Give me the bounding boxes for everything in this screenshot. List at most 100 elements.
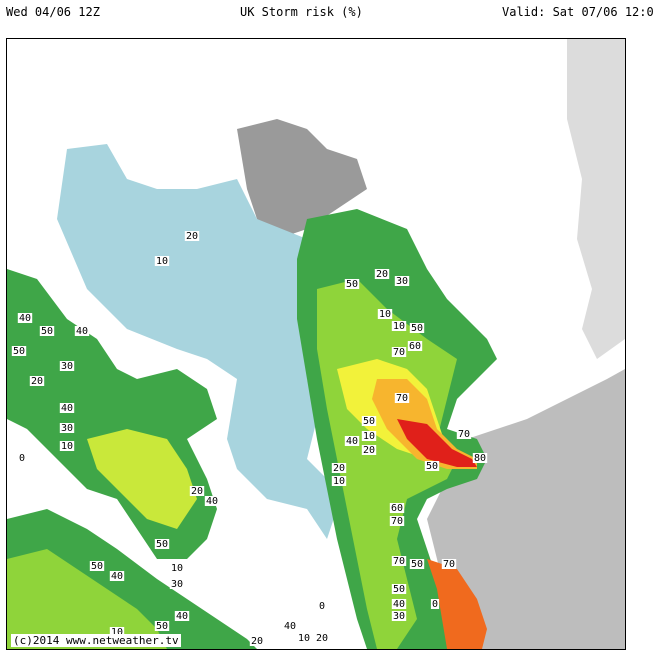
- risk-southwest-inner: [7, 549, 167, 649]
- svg-text:0: 0: [19, 453, 25, 464]
- contour-label: 40: [17, 313, 33, 324]
- contour-label: 40: [391, 599, 407, 610]
- contour-label: 20: [29, 376, 45, 387]
- svg-text:20: 20: [31, 376, 43, 387]
- svg-text:10: 10: [393, 321, 405, 332]
- svg-text:20: 20: [333, 463, 345, 474]
- svg-text:40: 40: [346, 436, 358, 447]
- contour-label: 20: [189, 486, 205, 497]
- land-scandinavia: [567, 39, 625, 359]
- svg-text:50: 50: [411, 559, 423, 570]
- land-scotland: [237, 119, 367, 239]
- risk-atlantic-band-inner: [87, 429, 197, 529]
- contour-label: 40: [109, 571, 125, 582]
- contour-label: 40: [282, 621, 298, 632]
- svg-text:40: 40: [76, 326, 88, 337]
- svg-text:40: 40: [61, 403, 73, 414]
- contour-label: 50: [154, 621, 170, 632]
- svg-text:50: 50: [41, 326, 53, 337]
- svg-text:50: 50: [91, 561, 103, 572]
- svg-text:50: 50: [426, 461, 438, 472]
- svg-text:50: 50: [346, 279, 358, 290]
- contour-label: 30: [169, 579, 185, 590]
- contour-label: 80: [472, 453, 488, 464]
- contour-label: 70: [441, 559, 457, 570]
- copyright-notice: (c)2014 www.netweather.tv: [11, 634, 181, 647]
- contour-label: 10: [154, 256, 170, 267]
- risk-low-region: [57, 144, 337, 539]
- svg-text:10: 10: [363, 431, 375, 442]
- contour-label: 40: [59, 403, 75, 414]
- svg-text:20: 20: [316, 633, 328, 644]
- contour-label: 50: [409, 323, 425, 334]
- svg-text:70: 70: [396, 393, 408, 404]
- contour-label: 50: [344, 279, 360, 290]
- contour-label: 30: [59, 423, 75, 434]
- contour-label: 0: [430, 599, 440, 610]
- contour-label: 50: [154, 539, 170, 550]
- contour-label: 60: [389, 503, 405, 514]
- contour-label: 10: [331, 476, 347, 487]
- contour-label: 50: [39, 326, 55, 337]
- contour-label: 10: [109, 627, 125, 638]
- contour-label: 40: [74, 326, 90, 337]
- svg-text:60: 60: [409, 341, 421, 352]
- contour-label: 10: [169, 563, 185, 574]
- svg-text:80: 80: [474, 453, 486, 464]
- svg-text:20: 20: [376, 269, 388, 280]
- contour-label: 20: [331, 463, 347, 474]
- svg-text:70: 70: [393, 556, 405, 567]
- contour-label: 70: [391, 347, 407, 358]
- contour-label: 10: [296, 633, 312, 644]
- svg-text:40: 40: [111, 571, 123, 582]
- svg-text:60: 60: [391, 503, 403, 514]
- svg-text:30: 30: [61, 423, 73, 434]
- contour-label: 50: [89, 561, 105, 572]
- svg-text:70: 70: [443, 559, 455, 570]
- svg-text:20: 20: [251, 636, 263, 647]
- contour-label: 10: [391, 321, 407, 332]
- contour-label: 30: [394, 276, 410, 287]
- svg-text:10: 10: [298, 633, 310, 644]
- contour-label: 20: [374, 269, 390, 280]
- svg-text:40: 40: [393, 599, 405, 610]
- contour-label: 10: [377, 309, 393, 320]
- contour-label: 70: [456, 429, 472, 440]
- svg-text:10: 10: [379, 309, 391, 320]
- svg-text:50: 50: [156, 621, 168, 632]
- svg-text:50: 50: [156, 539, 168, 550]
- svg-text:70: 70: [393, 347, 405, 358]
- svg-text:20: 20: [191, 486, 203, 497]
- contour-label: 10: [59, 441, 75, 452]
- svg-text:50: 50: [393, 584, 405, 595]
- svg-text:50: 50: [363, 416, 375, 427]
- svg-text:10: 10: [333, 476, 345, 487]
- contour-label: 70: [391, 556, 407, 567]
- svg-text:40: 40: [284, 621, 296, 632]
- svg-text:70: 70: [391, 516, 403, 527]
- contour-label: 20: [249, 636, 265, 647]
- contour-label: 20: [314, 633, 330, 644]
- contour-label: 0: [17, 453, 27, 464]
- contour-label: 60: [407, 341, 423, 352]
- svg-text:30: 30: [171, 579, 183, 590]
- svg-text:50: 50: [13, 346, 25, 357]
- svg-text:0: 0: [432, 599, 438, 610]
- contour-label: 50: [424, 461, 440, 472]
- contour-label: 20: [184, 231, 200, 242]
- svg-text:10: 10: [61, 441, 73, 452]
- contour-label: 0: [317, 601, 327, 612]
- risk-england-peak: [397, 419, 477, 467]
- svg-text:40: 40: [176, 611, 188, 622]
- contour-label: 40: [344, 436, 360, 447]
- svg-text:10: 10: [171, 563, 183, 574]
- svg-text:40: 40: [19, 313, 31, 324]
- svg-text:30: 30: [393, 611, 405, 622]
- contour-label: 30: [391, 611, 407, 622]
- contour-label: 20: [361, 445, 377, 456]
- model-run-label: Wed 04/06 12Z: [6, 5, 100, 19]
- map-title: UK Storm risk (%): [240, 5, 363, 19]
- contour-label: 40: [204, 496, 220, 507]
